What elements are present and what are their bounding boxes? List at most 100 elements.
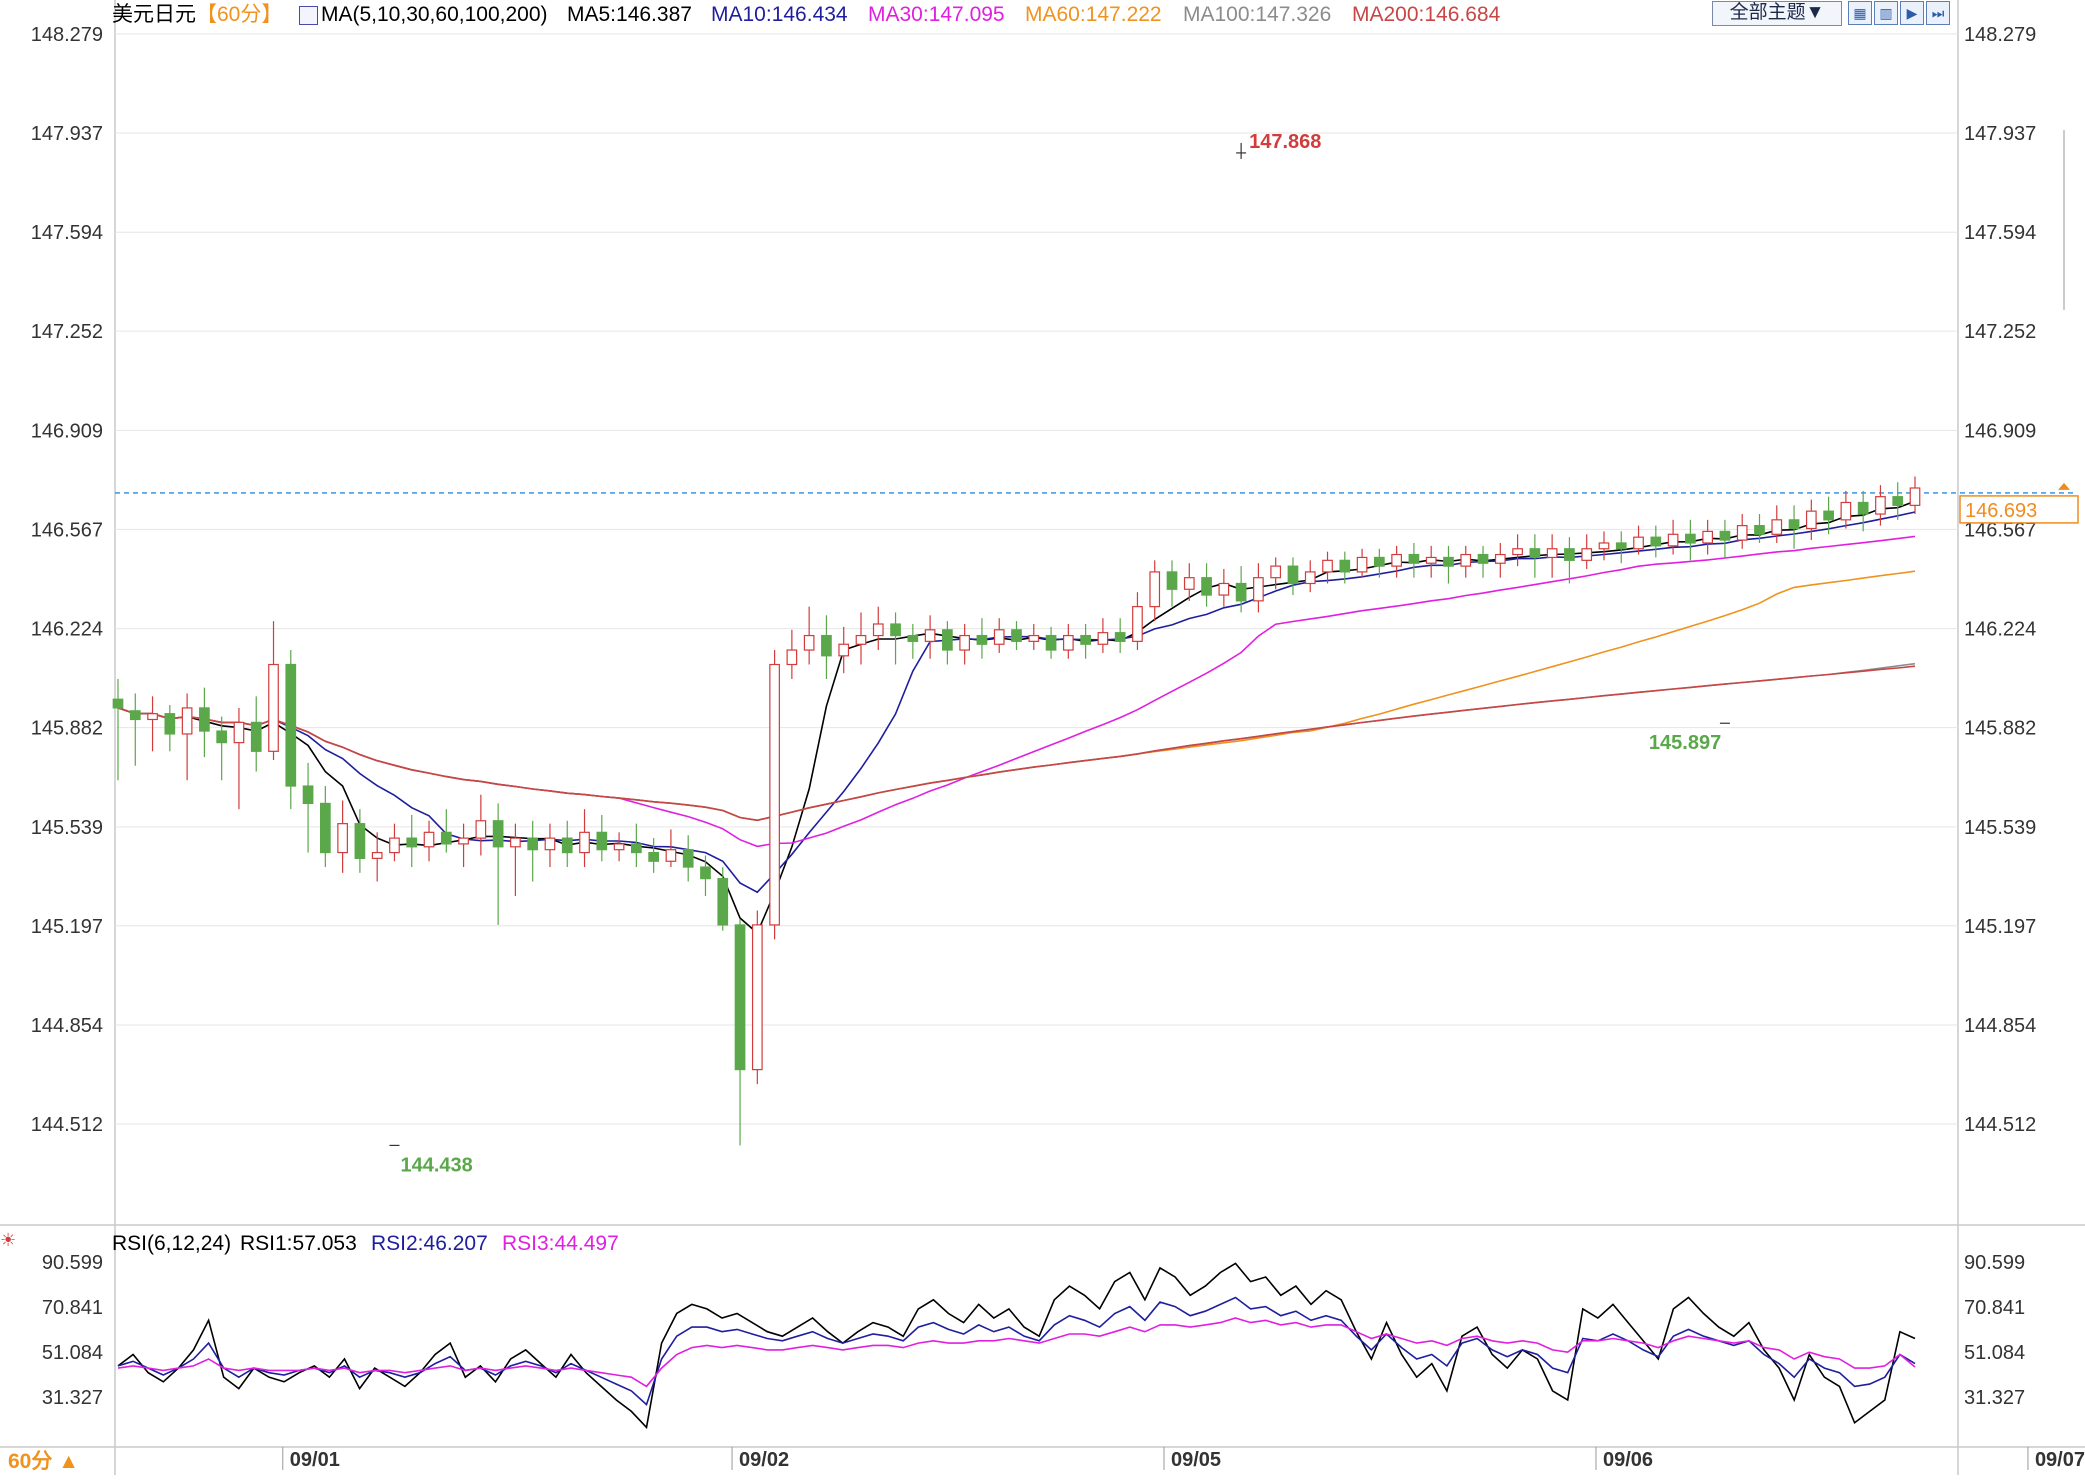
candle-body bbox=[1097, 632, 1109, 645]
time-tick-label: 09/02 bbox=[739, 1449, 789, 1471]
candles-layer bbox=[112, 476, 1921, 1146]
candle-body bbox=[890, 623, 901, 637]
price-tick-left: 147.937 bbox=[31, 123, 103, 145]
candle-body bbox=[596, 831, 608, 851]
layout-grid-icon[interactable]: ▦ bbox=[1848, 1, 1872, 25]
candle-body bbox=[354, 823, 366, 859]
candle-body bbox=[924, 629, 936, 642]
candle-body bbox=[942, 629, 953, 651]
candle-body bbox=[1685, 533, 1696, 544]
time-tick-label: 09/01 bbox=[290, 1449, 340, 1471]
candle-body bbox=[682, 849, 694, 868]
candle-body bbox=[1615, 542, 1627, 550]
candle-body bbox=[181, 707, 193, 735]
candle-body bbox=[561, 837, 573, 854]
ma30-value: MA30:147.095 bbox=[868, 3, 1005, 26]
price-tick-left: 148.279 bbox=[31, 24, 103, 46]
indicator-settings-icon[interactable]: ☀ bbox=[0, 1230, 17, 1250]
candle-body bbox=[907, 634, 919, 642]
candle-body bbox=[1546, 548, 1558, 559]
candle-body bbox=[1702, 530, 1714, 544]
rsi-tick-right: 31.327 bbox=[1964, 1387, 2025, 1409]
rsi-series-rsi2 bbox=[117, 1296, 1916, 1407]
candle-body bbox=[1823, 510, 1834, 521]
period-selector-button[interactable]: 60分 ▲ bbox=[8, 1450, 79, 1473]
candle-body bbox=[458, 837, 469, 845]
ma100-value: MA100:147.326 bbox=[1183, 3, 1332, 26]
candle-body bbox=[285, 663, 297, 787]
candle-body bbox=[1875, 496, 1886, 515]
candle-body bbox=[389, 837, 400, 854]
candle-body bbox=[1011, 629, 1022, 642]
candle-body bbox=[1253, 577, 1264, 602]
candle-body bbox=[233, 721, 245, 744]
candle-body bbox=[1443, 556, 1454, 567]
ma-params: MA(5,10,30,60,100,200) bbox=[321, 3, 548, 26]
candle-body bbox=[1598, 542, 1610, 550]
candle-body bbox=[1460, 553, 1472, 567]
candle-body bbox=[1892, 496, 1904, 506]
high-price-label: 147.868 bbox=[1249, 131, 1321, 153]
candle-body bbox=[1909, 487, 1921, 506]
last-price-value: 146.693 bbox=[1965, 500, 2037, 522]
ma10-value: MA10:146.434 bbox=[711, 3, 848, 26]
rsi-series-rsi3 bbox=[117, 1317, 1916, 1388]
ma100-line bbox=[117, 662, 1916, 822]
candle-body bbox=[1736, 525, 1748, 541]
candle-body bbox=[786, 649, 798, 666]
symbol-name: 美元日元 bbox=[112, 3, 196, 26]
candle-body bbox=[1564, 548, 1575, 561]
candle-body bbox=[1149, 571, 1161, 608]
moving-averages-layer bbox=[117, 500, 1916, 935]
layout-columns-icon[interactable]: ▥ bbox=[1874, 1, 1898, 25]
candle-body bbox=[1719, 530, 1731, 541]
candle-body bbox=[527, 837, 539, 851]
ma-toggle-icon[interactable] bbox=[299, 6, 318, 25]
price-tick-right: 145.197 bbox=[1964, 916, 2036, 938]
candle-body bbox=[855, 634, 867, 645]
candle-body bbox=[1391, 553, 1402, 567]
ma5-value: MA5:146.387 bbox=[567, 3, 692, 26]
candle-body bbox=[803, 634, 815, 651]
price-tick-left: 146.224 bbox=[31, 619, 103, 641]
candle-body bbox=[1080, 634, 1091, 645]
time-tick-label: 09/07 bbox=[2035, 1449, 2085, 1471]
candle-body bbox=[1650, 536, 1662, 547]
play-icon[interactable]: ▶ bbox=[1900, 1, 1924, 25]
candle-body bbox=[112, 698, 124, 709]
candle-body bbox=[544, 837, 556, 851]
rsi-tick-left: 51.084 bbox=[42, 1342, 103, 1364]
candle-body bbox=[1477, 553, 1489, 564]
candle-body bbox=[1529, 548, 1541, 559]
candle-body bbox=[1771, 519, 1783, 535]
price-tick-right: 147.937 bbox=[1964, 123, 2036, 145]
rsi-tick-right: 90.599 bbox=[1964, 1252, 2025, 1274]
low-price-label: 144.438 bbox=[400, 1154, 472, 1176]
candle-body bbox=[302, 785, 314, 804]
candle-body bbox=[371, 851, 383, 859]
step-forward-icon[interactable]: ⏭ bbox=[1926, 1, 1950, 25]
price-tick-left: 145.882 bbox=[31, 718, 103, 740]
candle-body bbox=[1339, 559, 1351, 573]
candle-body bbox=[631, 843, 642, 854]
candle-body bbox=[1667, 533, 1679, 547]
candle-body bbox=[268, 663, 279, 752]
ma10-line bbox=[117, 511, 1916, 894]
candle-body bbox=[475, 820, 487, 839]
candle-body bbox=[751, 924, 763, 1071]
candle-body bbox=[337, 823, 348, 854]
price-tick-left: 147.252 bbox=[31, 321, 103, 343]
price-tick-left: 146.567 bbox=[31, 519, 103, 541]
candle-body bbox=[1114, 632, 1126, 642]
rsi-layer bbox=[117, 1262, 1916, 1430]
candle-body bbox=[700, 866, 711, 880]
candle-body bbox=[769, 663, 780, 926]
price-tick-left: 145.539 bbox=[31, 817, 103, 839]
candle-body bbox=[492, 820, 504, 848]
candle-body bbox=[959, 634, 971, 651]
rsi-tick-right: 51.084 bbox=[1964, 1342, 2025, 1364]
theme-dropdown-button[interactable]: 全部主题▼ bbox=[1712, 1, 1842, 26]
price-tick-right: 146.567 bbox=[1964, 519, 2036, 541]
